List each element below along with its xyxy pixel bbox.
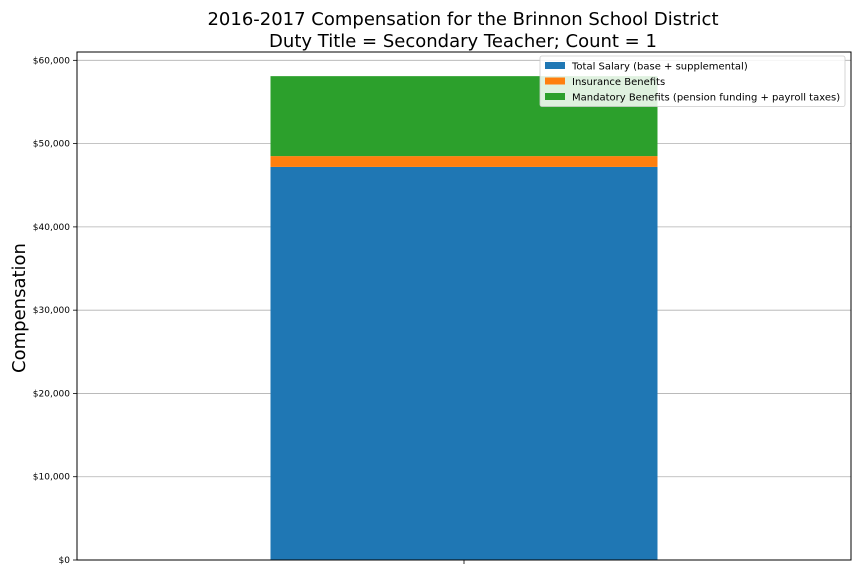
y-tick-label: $10,000: [33, 473, 70, 483]
y-tick-label: $20,000: [33, 389, 70, 399]
legend-box: [539, 55, 846, 107]
chart-subtitle: Duty Title = Secondary Teacher; Count = …: [269, 31, 657, 52]
bar-segment: [270, 156, 658, 167]
y-tick-label: $60,000: [33, 56, 70, 66]
legend: Total Salary (base + supplemental) Insura…: [539, 55, 846, 107]
legend-swatch: [545, 93, 565, 100]
bar-stack: [270, 76, 658, 560]
y-tick-label: $30,000: [33, 306, 70, 316]
legend-entry: Insurance Benefits: [572, 77, 665, 88]
y-tick-label: $40,000: [33, 223, 70, 233]
legend-entry: Total Salary (base + supplemental): [571, 62, 748, 73]
y-axis-ticks: $0 $10,000 $20,000 $30,000 $40,000 $50,000 $60…: [33, 56, 465, 566]
legend-entry: Mandatory Benefits (pension funding + pa…: [572, 93, 840, 104]
y-axis-label: Compensation: [9, 243, 30, 373]
chart-title: 2016-2017 Compensation for the Brinnon S…: [207, 9, 718, 30]
legend-swatch: [545, 77, 565, 85]
y-tick-label: $0: [59, 556, 71, 566]
legend-swatch: [545, 62, 565, 69]
y-tick-label: $50,000: [33, 140, 70, 150]
bar-segment: [270, 166, 658, 560]
